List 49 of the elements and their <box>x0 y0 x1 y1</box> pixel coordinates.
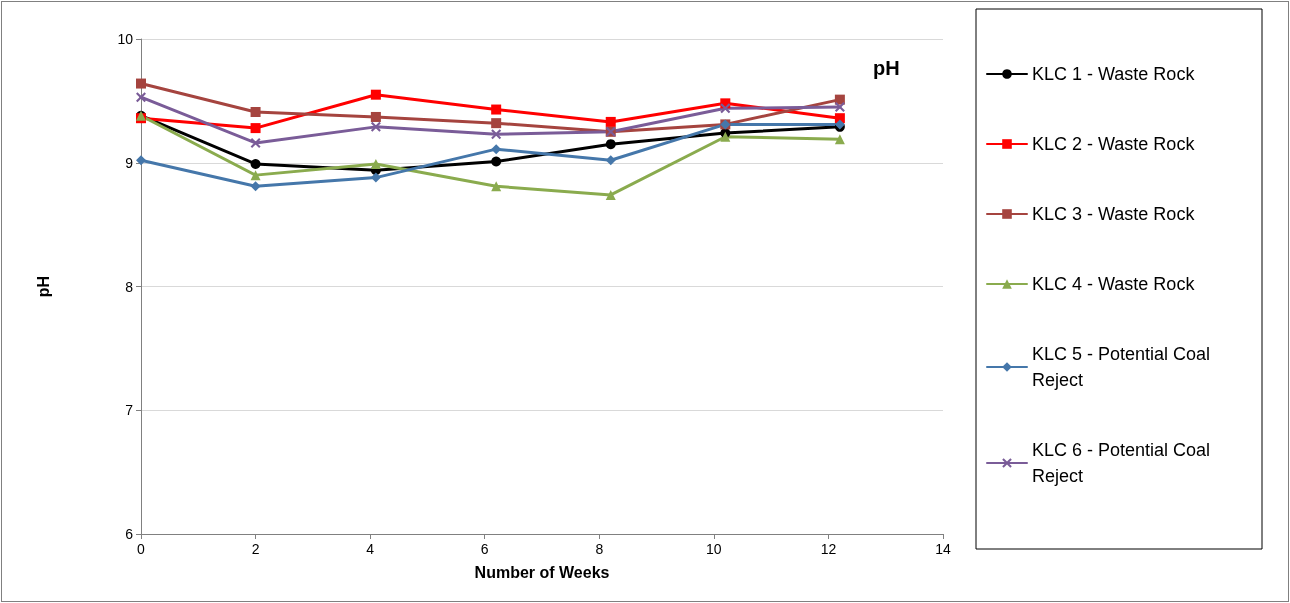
x-tick-label: 6 <box>480 541 489 557</box>
point <box>491 129 502 140</box>
point <box>491 181 502 192</box>
y-tick-label: 10 <box>117 31 134 47</box>
x-tick-label: 14 <box>935 541 951 557</box>
point <box>491 144 502 155</box>
point <box>605 189 616 200</box>
x-tick-label: 0 <box>137 541 146 557</box>
legend-label: KLC 4 - Waste Rock <box>1032 274 1196 294</box>
point <box>250 170 261 181</box>
point <box>136 92 146 103</box>
point <box>136 155 146 166</box>
point <box>370 158 381 169</box>
legend-label: KLC 1 - Waste Rock <box>1032 64 1196 84</box>
point <box>605 139 616 150</box>
x-tick-label: 10 <box>706 541 722 557</box>
y-axis-title: pH <box>34 275 52 298</box>
point <box>250 158 261 169</box>
point <box>605 155 616 166</box>
point <box>370 172 381 183</box>
y-tick-label: 8 <box>125 278 134 295</box>
x-tick-label: 8 <box>595 541 604 557</box>
point <box>250 107 261 118</box>
point <box>250 181 261 192</box>
point <box>834 102 845 113</box>
legend-label: KLC 5 - Potential Coal Reject <box>1032 344 1216 390</box>
point <box>370 89 381 100</box>
point <box>250 123 261 134</box>
legend-label: KLC 6 - Potential Coal Reject <box>1032 440 1216 486</box>
text: pH <box>873 57 900 79</box>
legend-label: KLC 2 - Waste Rock <box>1032 134 1196 154</box>
legend-label: KLC 3 - Waste Rock <box>1032 204 1196 224</box>
x-tick-label: 2 <box>251 541 260 557</box>
point <box>136 78 146 89</box>
point <box>720 103 731 114</box>
point <box>491 104 502 115</box>
point <box>491 118 502 129</box>
y-tick-label: 9 <box>125 154 134 171</box>
x-tick-label: 4 <box>366 541 375 557</box>
y-tick-label: 6 <box>125 526 134 542</box>
point <box>370 111 381 122</box>
point <box>834 134 845 145</box>
x-tick-label: 12 <box>820 541 837 557</box>
point <box>370 121 381 132</box>
point <box>605 116 616 127</box>
y-tick-label: 7 <box>125 402 134 419</box>
x-axis-title: Number of Weeks <box>474 563 610 581</box>
point <box>491 156 502 167</box>
point <box>250 137 261 148</box>
